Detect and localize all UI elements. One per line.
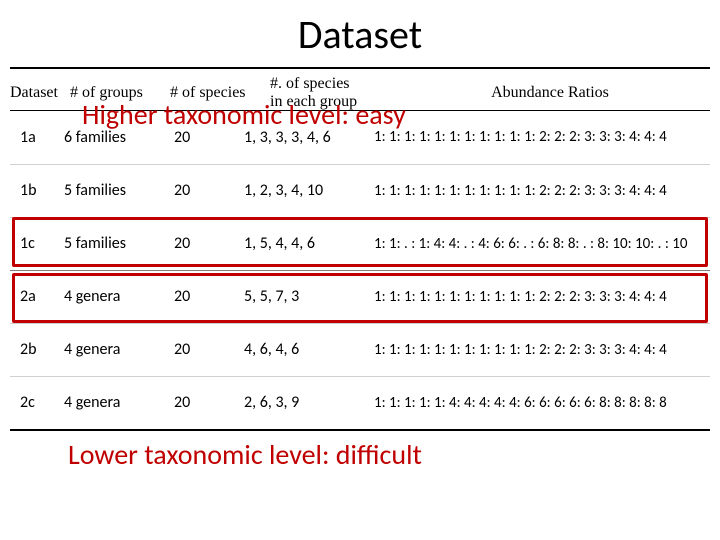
table-row: 2b4 genera204, 6, 4, 61: 1: 1: 1: 1: 1: … [10, 323, 710, 376]
cell-each: 1, 3, 3, 3, 4, 6 [240, 111, 370, 164]
table-container: 1a6 families201, 3, 3, 3, 4, 61: 1: 1: 1… [10, 111, 710, 429]
cell-ratios: 1: 1: . : 1: 4: 4: . : 4: 6: 6: . : 6: 8… [370, 217, 710, 270]
cell-ratios: 1: 1: 1: 1: 1: 1: 1: 1: 1: 1: 1: 2: 2: 2… [370, 164, 710, 217]
footer-label: Lower taxonomic level: difficult [68, 437, 710, 472]
header-each-line1: #. of species [270, 75, 350, 92]
cell-each: 5, 5, 7, 3 [240, 270, 370, 323]
header-dataset: Dataset [10, 84, 70, 102]
cell-id: 1a [10, 111, 60, 164]
cell-groups: 4 genera [60, 323, 170, 376]
table-row: 2a4 genera205, 5, 7, 31: 1: 1: 1: 1: 1: … [10, 270, 710, 323]
cell-id: 2c [10, 376, 60, 429]
table-row: 1a6 families201, 3, 3, 3, 4, 61: 1: 1: 1… [10, 111, 710, 164]
table-row: 1c5 families201, 5, 4, 4, 61: 1: . : 1: … [10, 217, 710, 270]
table-row: 2c4 genera202, 6, 3, 91: 1: 1: 1: 1: 4: … [10, 376, 710, 429]
cell-ratios: 1: 1: 1: 1: 1: 1: 1: 1: 1: 1: 1: 2: 2: 2… [370, 270, 710, 323]
cell-ratios: 1: 1: 1: 1: 1: 4: 4: 4: 4: 4: 6: 6: 6: 6… [370, 376, 710, 429]
table-header: Dataset # of groups # of species #. of s… [10, 69, 710, 110]
table-row: 1b5 families201, 2, 3, 4, 101: 1: 1: 1: … [10, 164, 710, 217]
cell-id: 2a [10, 270, 60, 323]
cell-groups: 5 families [60, 164, 170, 217]
cell-species: 20 [170, 217, 240, 270]
cell-each: 2, 6, 3, 9 [240, 376, 370, 429]
cell-species: 20 [170, 376, 240, 429]
page-title: Dataset [10, 10, 710, 59]
cell-groups: 4 genera [60, 376, 170, 429]
bottom-rule [10, 429, 710, 431]
dataset-table: 1a6 families201, 3, 3, 3, 4, 61: 1: 1: 1… [10, 111, 710, 429]
cell-groups: 5 families [60, 217, 170, 270]
header-ratios: Abundance Ratios [390, 84, 710, 102]
cell-groups: 6 families [60, 111, 170, 164]
cell-id: 2b [10, 323, 60, 376]
cell-species: 20 [170, 270, 240, 323]
cell-each: 4, 6, 4, 6 [240, 323, 370, 376]
cell-ratios: 1: 1: 1: 1: 1: 1: 1: 1: 1: 1: 1: 2: 2: 2… [370, 323, 710, 376]
cell-each: 1, 5, 4, 4, 6 [240, 217, 370, 270]
cell-species: 20 [170, 323, 240, 376]
cell-groups: 4 genera [60, 270, 170, 323]
cell-id: 1b [10, 164, 60, 217]
cell-species: 20 [170, 164, 240, 217]
cell-species: 20 [170, 111, 240, 164]
cell-each: 1, 2, 3, 4, 10 [240, 164, 370, 217]
cell-ratios: 1: 1: 1: 1: 1: 1: 1: 1: 1: 1: 1: 2: 2: 2… [370, 111, 710, 164]
cell-id: 1c [10, 217, 60, 270]
